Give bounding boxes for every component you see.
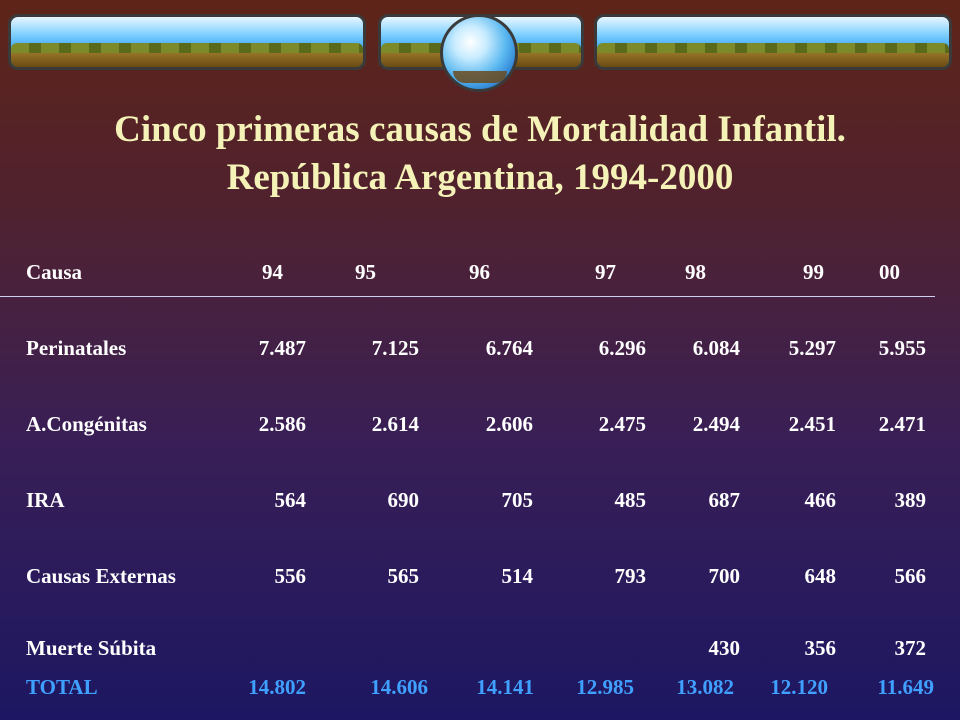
table-cell: 466 <box>804 488 837 512</box>
header-year: 95 <box>355 260 376 284</box>
table-cell: 7.125 <box>371 336 419 360</box>
title-line-1: Cinco primeras causas de Mortalidad Infa… <box>114 109 846 150</box>
table-cell: 6.084 <box>692 336 740 360</box>
table-row: Causas Externas 556 565 514 793 700 648 … <box>0 562 960 590</box>
header-year: 99 <box>803 260 824 284</box>
landscape-panel-left <box>8 14 366 70</box>
table-row: Perinatales 7.487 7.125 6.764 6.296 6.08… <box>0 334 960 362</box>
table-cell: 793 <box>614 564 647 588</box>
table-cell: 5.297 <box>788 336 836 360</box>
table-cell: 485 <box>614 488 647 512</box>
table-cell: 690 <box>387 488 420 512</box>
header-year: 97 <box>595 260 616 284</box>
table-cell: 514 <box>501 564 534 588</box>
row-label: TOTAL <box>26 675 98 699</box>
row-label: IRA <box>26 488 65 512</box>
row-label: Muerte Súbita <box>26 636 157 660</box>
landscape-panel-right <box>594 14 952 70</box>
table-row: Muerte Súbita 430 356 372 <box>0 634 960 662</box>
title-line-2: República Argentina, 1994-2000 <box>226 157 734 198</box>
table-cell: 2.451 <box>788 412 836 436</box>
header-divider <box>0 296 935 297</box>
slide-title: Cinco primeras causas de Mortalidad Infa… <box>0 106 960 202</box>
table-cell: 430 <box>708 636 741 660</box>
table-cell: 11.649 <box>877 675 934 699</box>
table-cell: 2.606 <box>485 412 533 436</box>
table-total-row: TOTAL 14.802 14.606 14.141 12.985 13.082… <box>0 673 960 701</box>
table-cell: 389 <box>894 488 927 512</box>
table-cell: 13.082 <box>676 675 734 699</box>
row-label: A.Congénitas <box>26 412 147 436</box>
table-cell: 700 <box>708 564 741 588</box>
row-label: Causas Externas <box>26 564 176 588</box>
table-cell: 14.141 <box>476 675 534 699</box>
table-cell: 705 <box>501 488 534 512</box>
table-cell: 2.614 <box>371 412 419 436</box>
table-row: IRA 564 690 705 485 687 466 389 <box>0 486 960 514</box>
table-cell: 7.487 <box>258 336 306 360</box>
table-cell: 14.802 <box>248 675 306 699</box>
table-cell: 2.471 <box>878 412 926 436</box>
table-cell: 2.475 <box>598 412 646 436</box>
header-year: 98 <box>685 260 706 284</box>
table-cell: 687 <box>708 488 741 512</box>
table-cell: 356 <box>804 636 837 660</box>
table-cell: 12.120 <box>770 675 828 699</box>
table-cell: 5.955 <box>878 336 926 360</box>
table-cell: 2.494 <box>692 412 740 436</box>
table-cell: 6.764 <box>485 336 533 360</box>
table-cell: 648 <box>804 564 837 588</box>
table-cell: 565 <box>387 564 420 588</box>
table-cell: 556 <box>274 564 307 588</box>
table-cell: 372 <box>894 636 927 660</box>
table-cell: 6.296 <box>598 336 646 360</box>
table-row: A.Congénitas 2.586 2.614 2.606 2.475 2.4… <box>0 410 960 438</box>
header-year: 94 <box>262 260 283 284</box>
header-cause: Causa <box>26 260 83 284</box>
globe-icon <box>440 14 518 92</box>
decorative-banner <box>0 14 960 92</box>
row-label: Perinatales <box>26 336 127 360</box>
table-cell: 2.586 <box>258 412 306 436</box>
table-cell: 566 <box>894 564 927 588</box>
header-year: 96 <box>469 260 490 284</box>
table-header-row: Causa 94 95 96 97 98 99 00 <box>0 258 960 286</box>
table-cell: 14.606 <box>370 675 428 699</box>
table-cell: 12.985 <box>576 675 634 699</box>
table-cell: 564 <box>274 488 307 512</box>
header-year: 00 <box>879 260 900 284</box>
